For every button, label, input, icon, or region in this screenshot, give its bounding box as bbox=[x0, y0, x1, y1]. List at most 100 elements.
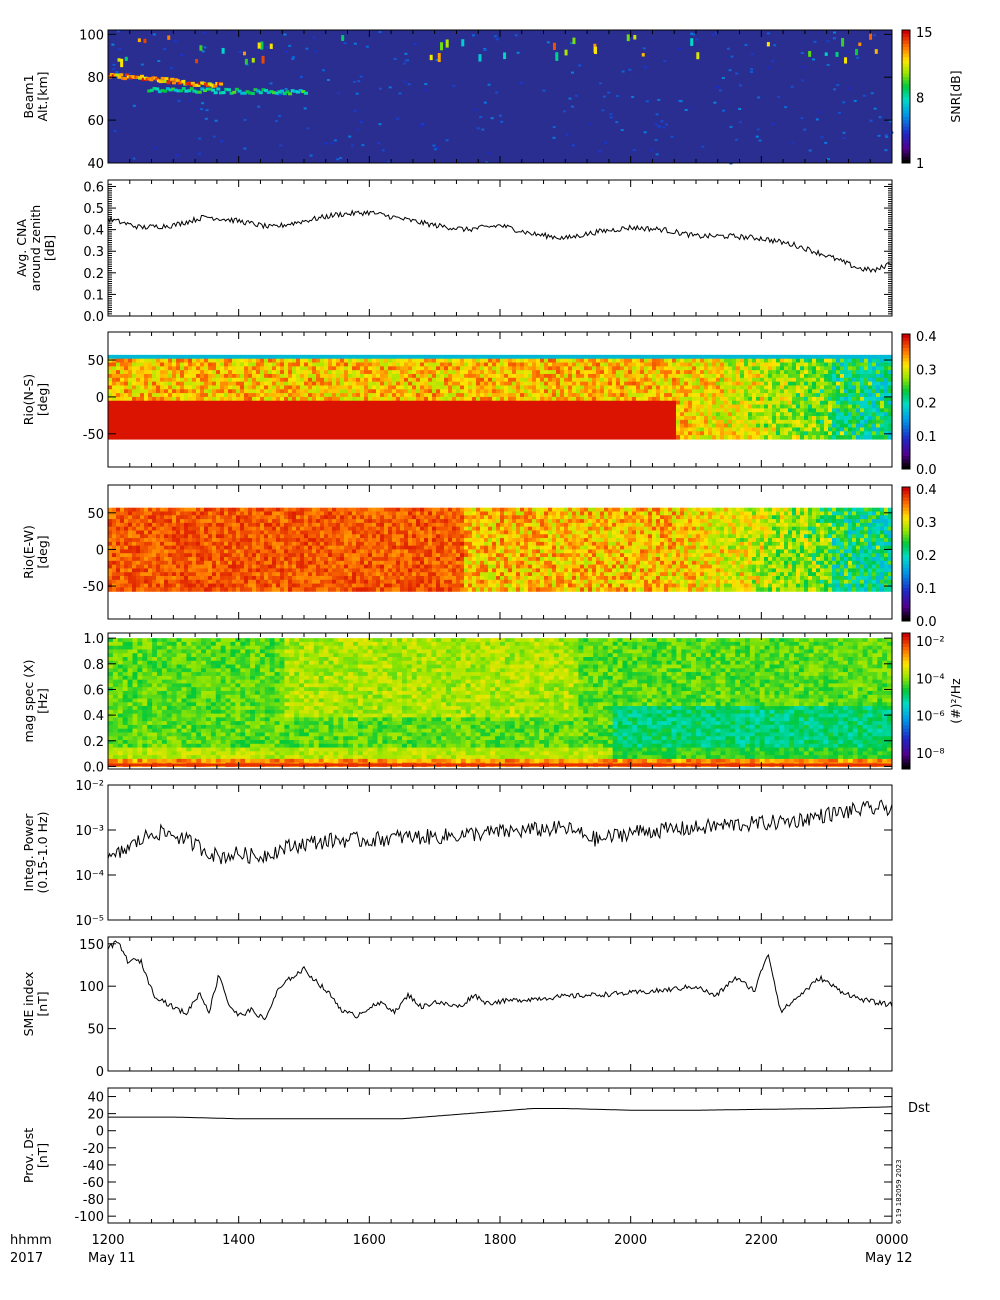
rio-cell bbox=[780, 377, 785, 383]
rio-cell bbox=[204, 370, 209, 375]
rio-cell bbox=[584, 389, 589, 394]
rio-cell bbox=[824, 358, 829, 364]
rio-cell bbox=[472, 412, 477, 417]
rio-cell bbox=[588, 366, 593, 371]
rio-cell bbox=[308, 381, 313, 387]
rio-cell bbox=[860, 427, 865, 432]
rio-cell bbox=[184, 416, 189, 421]
rio-cell bbox=[140, 423, 145, 429]
snr-speckle bbox=[348, 135, 352, 138]
rio-cell bbox=[372, 354, 377, 360]
rio-cell bbox=[532, 377, 537, 383]
rio-cell bbox=[592, 381, 597, 387]
rio-cell bbox=[184, 393, 189, 398]
rio-cell bbox=[856, 396, 861, 402]
rio-cell bbox=[336, 362, 341, 367]
rio-cell bbox=[272, 435, 277, 440]
rio-cell bbox=[192, 431, 197, 436]
rio-cell bbox=[784, 373, 789, 379]
rio-cell bbox=[736, 373, 741, 379]
rio-cell bbox=[500, 381, 505, 387]
colorbar-swatch bbox=[902, 119, 910, 124]
rio-cell bbox=[700, 385, 705, 390]
rio-cell bbox=[760, 412, 765, 417]
rio-cell bbox=[184, 389, 189, 394]
rio-cell bbox=[472, 427, 477, 432]
rio-cell bbox=[472, 400, 477, 406]
rio-cell bbox=[772, 396, 777, 402]
rio-cell bbox=[708, 370, 713, 375]
y-tick-label: 40 bbox=[87, 157, 104, 172]
rio-cell bbox=[536, 358, 541, 364]
rio-cell bbox=[216, 377, 221, 383]
rio-cell bbox=[840, 431, 845, 436]
rio-cell bbox=[504, 412, 509, 417]
rio-cell bbox=[868, 419, 873, 425]
rio-cell bbox=[840, 354, 845, 360]
rio-cell bbox=[504, 385, 509, 390]
rio-cell bbox=[676, 362, 681, 367]
rio-cell bbox=[368, 385, 373, 390]
rio-cell bbox=[148, 427, 153, 432]
rio-cell bbox=[364, 354, 369, 360]
rio-cell bbox=[564, 419, 569, 425]
rio-cell bbox=[128, 373, 133, 379]
rio-cell bbox=[808, 423, 813, 429]
rio-cell bbox=[224, 416, 229, 421]
rio-cell bbox=[300, 408, 305, 413]
rio-cell bbox=[108, 396, 113, 402]
rio-cell bbox=[500, 358, 505, 364]
rio-cell bbox=[844, 404, 849, 409]
rio-cell bbox=[224, 400, 229, 406]
rio-cell bbox=[680, 362, 685, 367]
rio-cell bbox=[812, 396, 817, 402]
rio-cell bbox=[452, 354, 457, 360]
rio-cell bbox=[312, 431, 317, 436]
rio-cell bbox=[172, 408, 177, 413]
rio-cell bbox=[548, 423, 553, 429]
rio-cell bbox=[120, 408, 125, 413]
rio-cell bbox=[628, 423, 633, 429]
rio-cell bbox=[320, 408, 325, 413]
rio-cell bbox=[240, 373, 245, 379]
rio-cell bbox=[228, 393, 233, 398]
rio-cell bbox=[628, 416, 633, 421]
rio-cell bbox=[836, 400, 841, 406]
rio-cell bbox=[176, 404, 181, 409]
rio-cell bbox=[148, 354, 153, 360]
rio-cell bbox=[848, 408, 853, 413]
rio-cell bbox=[764, 396, 769, 402]
rio-cell bbox=[124, 393, 129, 398]
rio-cell bbox=[496, 412, 501, 417]
rio-cell bbox=[588, 393, 593, 398]
rio-cell bbox=[500, 377, 505, 383]
rio-cell bbox=[140, 416, 145, 421]
rio-cell bbox=[388, 393, 393, 398]
rio-cell bbox=[708, 354, 713, 360]
rio-cell bbox=[852, 385, 857, 390]
rio-cell bbox=[596, 358, 601, 364]
rio-cell bbox=[588, 416, 593, 421]
rio-cell bbox=[304, 385, 309, 390]
rio-cell bbox=[440, 393, 445, 398]
rio-cell bbox=[400, 373, 405, 379]
rio-cell bbox=[692, 366, 697, 371]
rio-cell bbox=[304, 366, 309, 371]
rio-cell bbox=[464, 435, 469, 440]
rio-cell bbox=[112, 354, 117, 360]
rio-cell bbox=[832, 408, 837, 413]
rio-cell bbox=[636, 358, 641, 364]
rio-cell bbox=[132, 412, 137, 417]
rio-cell bbox=[736, 400, 741, 406]
rio-cell bbox=[768, 435, 773, 440]
rio-cell bbox=[432, 393, 437, 398]
rio-cell bbox=[616, 385, 621, 390]
rio-cell bbox=[560, 412, 565, 417]
rio-cell bbox=[360, 366, 365, 371]
rio-cell bbox=[132, 389, 137, 394]
y-tick-label: 0.1 bbox=[83, 288, 104, 303]
rio-cell bbox=[344, 419, 349, 425]
rio-cell bbox=[640, 389, 645, 394]
rio-cell bbox=[664, 431, 669, 436]
y-tick-label: 80 bbox=[87, 71, 104, 86]
